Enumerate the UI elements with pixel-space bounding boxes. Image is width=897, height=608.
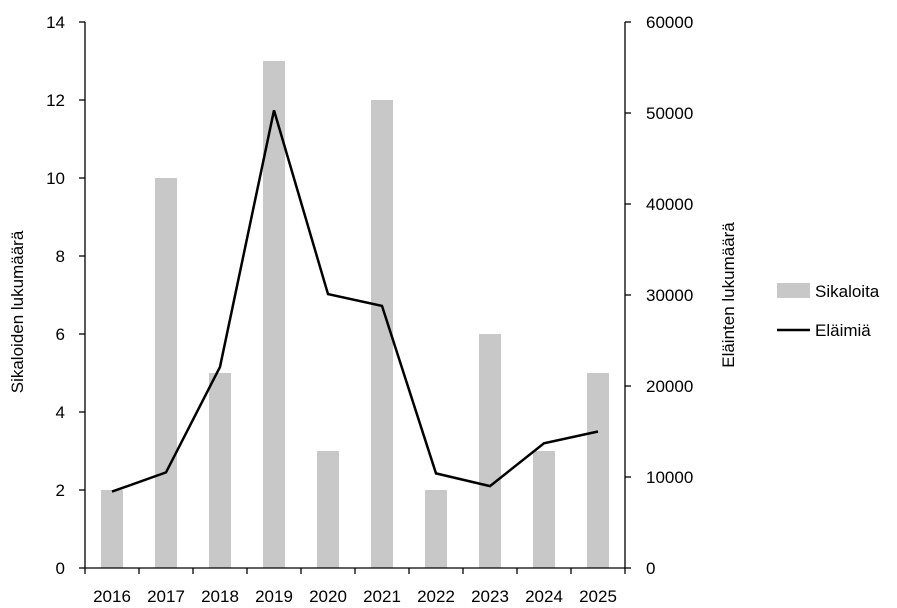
y-tick-label: 2 [56, 481, 65, 500]
y-tick-label: 12 [46, 91, 65, 110]
x-tick-label: 2018 [201, 587, 239, 606]
bar-2020 [317, 451, 339, 568]
bar-2023 [479, 334, 501, 568]
line-layer [111, 109, 599, 493]
y-tick-label: 0 [56, 559, 65, 578]
y-tick-label: 10 [46, 169, 65, 188]
labels-layer: 0 2 4 6 8 10 12 14 0 10000 20000 30000 40000 50000 600… [46, 13, 693, 606]
bar-2022 [425, 490, 447, 568]
y-tick-label: 6 [56, 325, 65, 344]
x-tick-label: 2024 [525, 587, 563, 606]
y2-tick-label: 40000 [646, 195, 693, 214]
bar-2016 [101, 490, 123, 568]
x-tick-label: 2022 [417, 587, 455, 606]
legend: Sikaloita Eläimiä [777, 282, 880, 340]
bars-layer [101, 61, 609, 568]
axes-layer [79, 21, 631, 574]
y-tick-label: 8 [56, 247, 65, 266]
y2-tick-label: 10000 [646, 468, 693, 487]
legend-label-line: Eläimiä [815, 321, 871, 340]
bar-2024 [533, 451, 555, 568]
y2-tick-label: 60000 [646, 13, 693, 32]
bar-2025 [587, 373, 609, 568]
y2-tick-label: 20000 [646, 377, 693, 396]
line-series-elaimia [111, 109, 599, 493]
y2-tick-label: 30000 [646, 286, 693, 305]
legend-swatch-bars [777, 283, 810, 298]
x-tick-label: 2016 [93, 587, 131, 606]
bar-2018 [209, 373, 231, 568]
x-tick-label: 2021 [363, 587, 401, 606]
x-tick-label: 2019 [255, 587, 293, 606]
bar-2017 [155, 178, 177, 568]
x-tick-label: 2025 [579, 587, 617, 606]
y-tick-label: 14 [46, 13, 65, 32]
y2-tick-label: 50000 [646, 104, 693, 123]
y2-axis-title: Eläinten lukumäärä [719, 222, 738, 368]
y-tick-label: 4 [56, 403, 65, 422]
bar-2021 [371, 100, 393, 568]
x-tick-label: 2017 [147, 587, 185, 606]
legend-label-bars: Sikaloita [815, 282, 880, 301]
y2-tick-label: 0 [646, 559, 655, 578]
x-tick-label: 2020 [309, 587, 347, 606]
x-tick-label: 2023 [471, 587, 509, 606]
bar-2019 [263, 61, 285, 568]
y-axis-title: Sikaloiden lukumäärä [8, 230, 27, 393]
